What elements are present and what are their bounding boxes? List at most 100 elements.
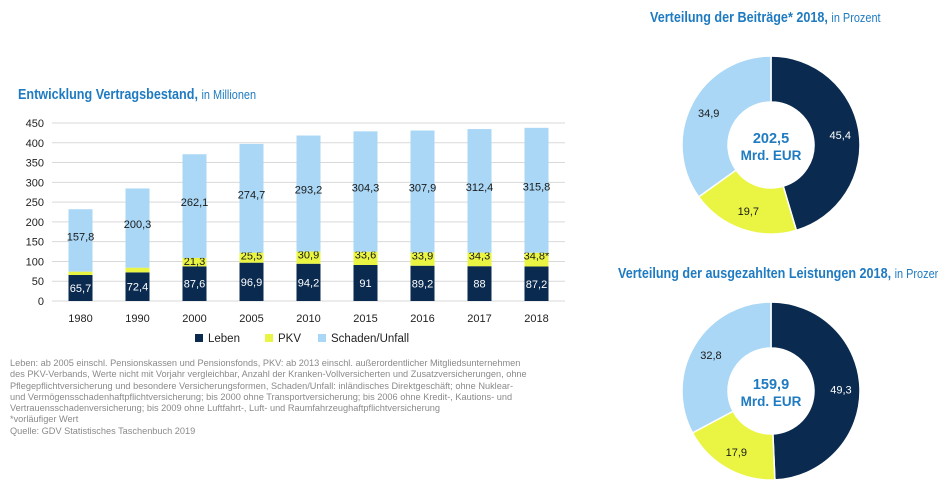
- bar-pkv-2005: [239, 252, 264, 263]
- donut-benefits-slice-schaden-unfall: [681, 301, 772, 434]
- bar-leben-2016: [410, 265, 435, 301]
- donut-contributions-center-value: 202,5: [753, 131, 789, 147]
- bar-chart-title: Entwicklung Vertragsbestand, in Millione…: [18, 86, 257, 103]
- donut-contributions-slice-label: 34,9: [698, 108, 719, 120]
- donut-contributions-slice-label: 45,4: [830, 130, 851, 142]
- data-label: 94,2: [298, 277, 319, 289]
- donut-contributions-slice-leben: [770, 55, 861, 232]
- data-label: 65,7: [70, 283, 91, 295]
- y-tick-label: 200: [26, 217, 44, 229]
- x-tick-label: 1990: [125, 313, 149, 325]
- data-label: 293,2: [295, 185, 323, 197]
- legend-swatch: [265, 334, 273, 342]
- footnotes: Leben: ab 2005 einschl. Pensionskassen u…: [10, 358, 555, 437]
- bar-pkv-2016: [410, 252, 435, 266]
- bar-pkv-2010: [296, 251, 321, 264]
- data-label: 87,2: [526, 279, 547, 291]
- bar-leben-2005: [239, 262, 264, 301]
- donut-contributions-slice-pkv: [697, 169, 798, 235]
- footnote-line: des PKV-Verbands, Werte nicht mit Vorjah…: [10, 369, 527, 380]
- bar-leben-2000: [182, 266, 207, 301]
- y-tick-label: 450: [26, 118, 44, 130]
- data-label: 87,6: [184, 279, 205, 291]
- y-tick-label: 300: [26, 177, 44, 189]
- y-tick-label: 350: [26, 158, 44, 170]
- bar-leben-2010: [296, 263, 321, 301]
- data-label: 88: [473, 279, 485, 291]
- data-label: 315,8: [523, 181, 551, 193]
- donut-benefits-slice-leben: [770, 301, 861, 481]
- bar-pkv-2000: [182, 257, 207, 267]
- donut-contributions-center-unit: Mrd. EUR: [741, 148, 802, 163]
- data-label: 30,9: [298, 250, 319, 262]
- x-tick-label: 2016: [410, 313, 434, 325]
- legend-label: Leben: [208, 333, 240, 345]
- bar-schaden-unfall-1990: [125, 188, 150, 268]
- donut-contributions-title: Verteilung der Beiträge* 2018, in Prozen…: [650, 9, 881, 26]
- bar-leben-1990: [125, 272, 150, 301]
- bar-pkv-2018: [524, 252, 549, 267]
- footnote-source: Quelle: GDV Statistisches Taschenbuch 20…: [10, 425, 196, 436]
- data-label: 89,2: [412, 278, 433, 290]
- donut-contributions-slice-label: 19,7: [738, 206, 759, 218]
- data-label: 33,6: [355, 250, 376, 262]
- legend-label: Schaden/Unfall: [331, 333, 409, 345]
- y-tick-label: 50: [32, 276, 44, 288]
- data-label: 262,1: [181, 197, 209, 209]
- data-label: 96,9: [241, 277, 262, 289]
- donut-benefits-title: Verteilung der ausgezahlten Leistungen 2…: [618, 265, 938, 282]
- bar-leben-2018: [524, 266, 549, 301]
- bar-leben-2017: [467, 266, 492, 301]
- y-tick-label: 400: [26, 138, 44, 150]
- y-tick-label: 250: [26, 197, 44, 209]
- donut-benefits-slice-label: 32,8: [700, 350, 721, 362]
- bar-pkv-1980: [68, 271, 93, 276]
- data-label: 304,3: [352, 183, 380, 195]
- bar-leben-2015: [353, 265, 378, 301]
- donut-benefits-center-value: 159,9: [753, 377, 789, 393]
- data-label: 33,9: [412, 250, 433, 262]
- donut-benefits-slice-label: 17,9: [726, 447, 747, 459]
- y-tick-label: 150: [26, 237, 44, 249]
- data-label: 34,3: [469, 251, 490, 263]
- bar-schaden-unfall-2016: [410, 130, 435, 253]
- legend-label: PKV: [278, 333, 301, 345]
- x-tick-label: 2000: [182, 313, 206, 325]
- x-tick-label: 2015: [353, 313, 377, 325]
- bar-pkv-2015: [353, 251, 378, 266]
- donut-contributions-slice-schaden-unfall: [681, 55, 772, 198]
- bar-schaden-unfall-1980: [68, 209, 93, 272]
- y-tick-label: 0: [38, 296, 44, 308]
- footnote-line: *vorläufiger Wert: [10, 414, 79, 425]
- bar-schaden-unfall-2015: [353, 131, 378, 252]
- bar-pkv-2017: [467, 252, 492, 267]
- x-tick-label: 1980: [68, 313, 92, 325]
- data-label: 91: [359, 278, 371, 290]
- footnote-line: Pflegepflichtversicherung und besondere …: [10, 380, 514, 391]
- bar-schaden-unfall-2018: [524, 127, 549, 253]
- y-tick-label: 100: [26, 256, 44, 268]
- data-label: 21,3: [184, 256, 205, 268]
- data-label: 312,4: [466, 182, 494, 194]
- donut-benefits-center-unit: Mrd. EUR: [741, 394, 802, 409]
- donut-benefits-slice-label: 49,3: [830, 384, 851, 396]
- footnote-line: Vertrauensschadenversicherung; bis 2009 …: [10, 403, 441, 414]
- bar-schaden-unfall-2005: [239, 143, 264, 253]
- x-tick-label: 2010: [296, 313, 320, 325]
- x-tick-label: 2018: [524, 313, 548, 325]
- bar-schaden-unfall-2010: [296, 135, 321, 252]
- data-label: 200,3: [124, 219, 152, 231]
- legend-swatch: [195, 334, 203, 342]
- data-label: 157,8: [67, 231, 95, 243]
- footnote-line: Leben: ab 2005 einschl. Pensionskassen u…: [10, 358, 521, 368]
- x-tick-label: 2017: [467, 313, 491, 325]
- bar-leben-1980: [68, 275, 93, 301]
- x-tick-label: 2005: [239, 313, 263, 325]
- bar-schaden-unfall-2017: [467, 129, 492, 253]
- data-label: 34,8*: [524, 251, 550, 263]
- data-label: 25,5: [241, 251, 262, 263]
- legend-swatch: [318, 334, 326, 342]
- bar-schaden-unfall-2000: [182, 154, 207, 258]
- data-label: 72,4: [127, 282, 148, 294]
